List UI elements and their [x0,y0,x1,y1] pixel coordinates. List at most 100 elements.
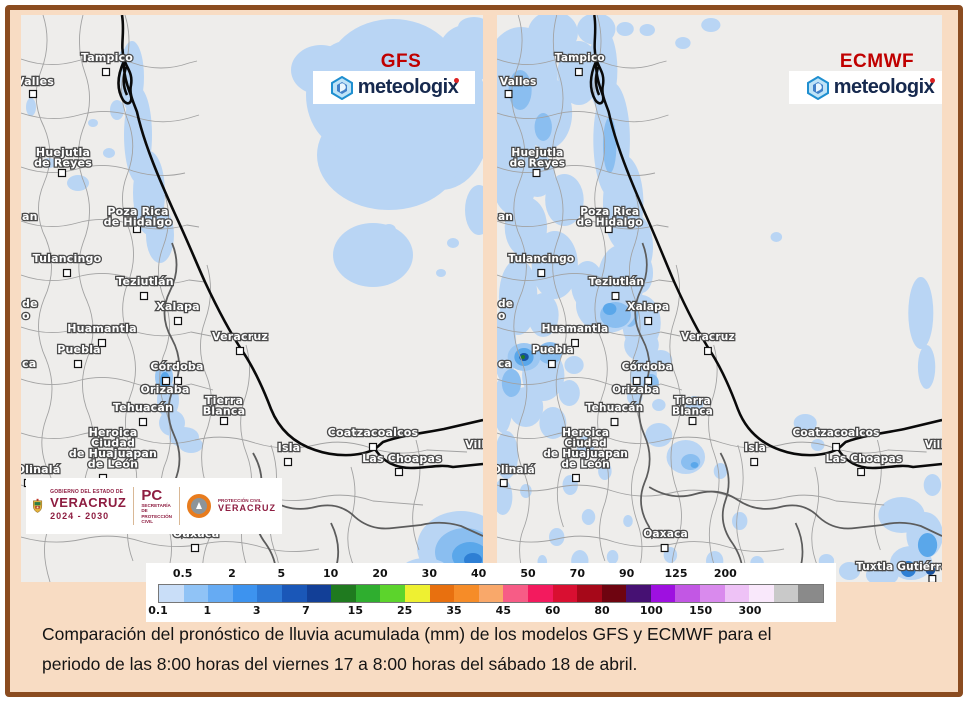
city-label-oaxaca: Oaxaca [643,527,688,540]
city-marker-cordoba [644,376,653,386]
coastline [589,15,942,470]
proteccion-civil-icon [186,494,211,518]
municipal-border-line [121,15,138,562]
city-label-cordoba: Córdoba [622,360,673,373]
gov-period-text: 2024 - 2030 [50,511,110,522]
city-marker-olinala [499,478,508,488]
colorbar-tick: 30 [421,567,437,580]
city-marker-tulancingo [537,268,546,278]
colorbar-segment [306,585,332,602]
colorbar-segment [331,585,356,602]
city-marker-tierra-blanca [219,416,229,426]
government-logo-bar: GOBIERNO DEL ESTADO DE VERACRUZ 2024 - 2… [26,478,282,534]
meteologix-logo-2: meteologix [789,71,942,104]
city-label-cut-ca: ca [498,357,512,370]
rain-blob [713,463,728,479]
municipal-border-line [158,194,172,582]
city-label-villa: Villa [925,438,942,451]
city-marker-veracruz [235,346,245,356]
rain-blob [680,454,701,470]
colorbar-tick: 200 [713,567,737,580]
colorbar-segment [257,585,282,602]
rain-blob [623,515,633,527]
rain-blob [545,174,584,226]
rain-blob [649,350,673,370]
rain-blob [793,414,817,432]
rain-blob [564,356,584,374]
municipal-border-line [21,377,214,391]
rain-blob [504,197,548,257]
colorbar-tick: 60 [545,604,561,617]
municipal-borders [497,15,927,582]
rain-blob [576,436,595,458]
rain-blob [438,25,483,85]
colorbar-segment [380,585,405,602]
colorbar-inner: 0.5 2 5 10 20 30 40 50 70 90 125 200 0.1 1 3 7 15 25 35 45 6… [148,563,824,622]
state-border-line [634,242,653,540]
colorbar-tick: 100 [639,604,663,617]
municipal-border-line [200,264,213,582]
municipal-border-line [21,111,200,123]
colorbar-tick: 10 [323,567,339,580]
colorbar-tick: 40 [471,567,487,580]
city-marker-xalapa [644,316,653,326]
precipitation-colorbar: 0.5 2 5 10 20 30 40 50 70 90 125 200 0.1 1 3 7 15 25 35 45 6… [146,563,836,622]
rain-blob [179,437,203,453]
gov-pc-sub1: SECRETARÍA DE [141,502,171,514]
city-label-orizaba: Orizaba [612,383,659,396]
rain-blob [602,303,617,315]
city-marker-huamantla [97,338,107,348]
municipal-border-line [497,219,669,230]
gov-veracruz-text: VERACRUZ [50,495,127,511]
rain-blob [382,224,396,236]
colorbar-segment [601,585,627,602]
coastline-path [120,15,483,457]
model-label-ecmwf: ECMWF [839,51,915,72]
colorbar-tick: 150 [689,604,713,617]
municipal-border-line [497,57,667,69]
meteologix-logo: meteologix [313,71,475,104]
rain-blob [624,329,659,361]
colorbar-segment [454,585,479,602]
city-label-heroica: Heroica Ciudad de Huajuapan de León [69,426,157,471]
rain-blob [497,431,519,479]
municipal-border-line [412,439,421,551]
city-label-tierra-blanca: Tierra Blanca [203,394,246,418]
city-marker-coatzacoalcos [832,442,840,452]
colorbar-segment [749,585,774,602]
city-marker-valles-r [504,89,513,99]
rain-blob [925,565,936,575]
gov-pc-text: PC [141,486,163,504]
city-label-isla: Isla [278,441,301,454]
colorbar-segment [700,585,725,602]
city-label-huamantla: Huamantla [542,322,609,335]
colorbar-segment [429,585,455,602]
city-label-cut-de: de [498,297,513,310]
city-marker-orizaba [161,376,171,386]
city-label-cordoba: Córdoba [150,360,203,373]
municipal-border-line [497,484,885,506]
rain-blob [685,396,704,414]
rain-blob [534,113,552,141]
colorbar-segment [183,585,209,602]
rain-blob [549,528,565,546]
municipal-border-line [21,273,206,285]
city-marker-teziutlan [139,291,149,301]
city-marker-poza-rica [604,224,613,234]
city-label-veracruz: Veracruz [681,330,735,343]
coastline-path [593,15,942,457]
rain-blob [908,277,934,349]
colorbar-segment [159,585,184,602]
colorbar-segment [404,585,430,602]
colorbar-tick: 50 [520,567,536,580]
gov-pc-sub2: PROTECCIÓN CIVIL [141,513,172,524]
municipal-border-line [629,194,643,582]
coastline-path [589,60,605,105]
municipal-border-line [21,57,198,69]
colorbar-segment [503,585,528,602]
city-label-orizaba: Orizaba [140,383,189,396]
city-label-puebla: Puebla [532,343,574,356]
